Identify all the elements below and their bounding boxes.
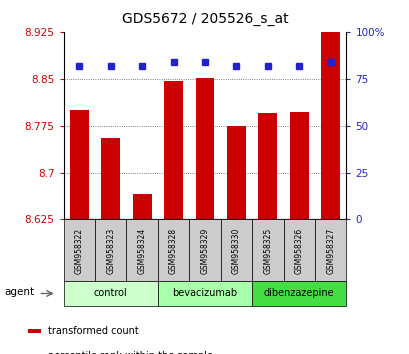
Bar	[63, 281, 157, 306]
Bar	[95, 219, 126, 281]
Bar	[258, 113, 276, 219]
Text: GSM958322: GSM958322	[74, 227, 83, 274]
Text: GSM958327: GSM958327	[326, 227, 335, 274]
Bar	[321, 32, 339, 219]
Text: GSM958323: GSM958323	[106, 227, 115, 274]
Bar	[101, 138, 120, 219]
Text: GSM958325: GSM958325	[263, 227, 272, 274]
Bar	[133, 194, 151, 219]
Bar	[126, 219, 157, 281]
Bar	[63, 219, 95, 281]
Text: GSM958324: GSM958324	[137, 227, 146, 274]
Text: GSM958329: GSM958329	[200, 227, 209, 274]
Text: dibenzazepine: dibenzazepine	[263, 289, 334, 298]
Bar	[195, 78, 214, 219]
Text: GSM958328: GSM958328	[169, 227, 178, 274]
Bar	[164, 81, 182, 219]
Text: GSM958330: GSM958330	[231, 227, 240, 274]
Bar	[227, 126, 245, 219]
Bar	[252, 281, 346, 306]
Text: bevacizumab: bevacizumab	[172, 289, 237, 298]
Bar	[28, 329, 41, 333]
Bar	[252, 219, 283, 281]
Bar	[189, 219, 220, 281]
Text: percentile rank within the sample: percentile rank within the sample	[48, 352, 213, 354]
Text: transformed count: transformed count	[48, 326, 139, 336]
Text: control: control	[94, 289, 127, 298]
Bar	[157, 281, 252, 306]
Bar	[289, 112, 308, 219]
Bar	[70, 110, 88, 219]
Text: agent: agent	[4, 287, 34, 297]
Text: GDS5672 / 205526_s_at: GDS5672 / 205526_s_at	[121, 12, 288, 27]
Bar	[283, 219, 314, 281]
Bar	[314, 219, 346, 281]
Bar	[157, 219, 189, 281]
Text: GSM958326: GSM958326	[294, 227, 303, 274]
Bar	[220, 219, 252, 281]
